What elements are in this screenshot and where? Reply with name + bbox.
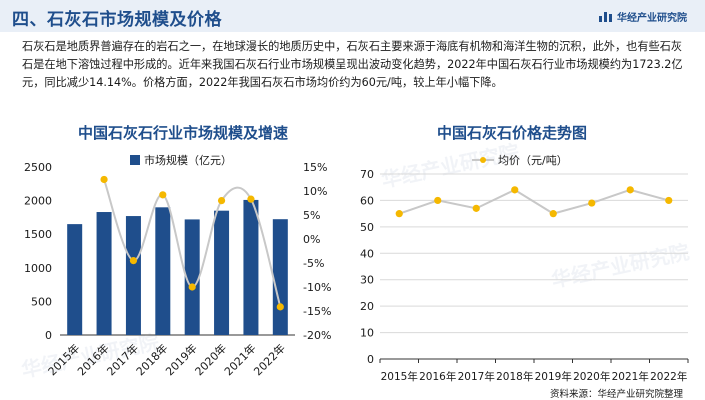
- y2-tick-label: -10%: [303, 281, 331, 294]
- price-point: [665, 196, 673, 205]
- y-tick-label: 40: [360, 247, 374, 260]
- chart1-legend-label: 市场规模（亿元）: [144, 154, 232, 167]
- bar: [184, 219, 200, 335]
- y-tick-label: 50: [360, 221, 374, 234]
- x-tick-label: 2020年: [192, 341, 229, 378]
- growth-point: [188, 283, 196, 291]
- chart2-title: 中国石灰石价格走势图: [437, 124, 588, 142]
- brand: 华经产业研究院: [599, 9, 687, 24]
- bar: [155, 207, 171, 335]
- x-tick-label: 2017年: [458, 370, 495, 383]
- price-line: [398, 188, 670, 215]
- chart1-legend: 市场规模（亿元）: [130, 152, 232, 168]
- x-tick-label: 2019年: [535, 370, 572, 383]
- y2-tick-label: -20%: [303, 329, 331, 342]
- chart1-svg: 0 500 1000 1500 2000 2500 -20% -15% -10% -5% 0% 5% 1…: [24, 161, 331, 378]
- price-point: [395, 210, 403, 218]
- bar: [214, 210, 230, 335]
- y2-tick-label: -5%: [303, 257, 324, 270]
- x-tick-label: 2018年: [133, 341, 170, 378]
- x-tick-label: 2015年: [381, 370, 418, 383]
- bar: [67, 224, 83, 335]
- bar: [125, 216, 141, 335]
- price-point: [588, 199, 596, 207]
- y-tick-label: 60: [360, 194, 374, 207]
- x-tick-label: 2022年: [251, 341, 288, 378]
- y-tick-label: 2500: [24, 161, 52, 174]
- growth-point: [129, 257, 138, 265]
- brand-name: 华经产业研究院: [617, 13, 687, 24]
- legend-bar-swatch: [130, 155, 140, 165]
- page-title: 四、石灰石市场规模及价格: [12, 10, 222, 30]
- x-tick-label: 2019年: [162, 341, 199, 378]
- y2-tick-label: 0%: [303, 233, 320, 246]
- x-tick-label: 2016年: [74, 341, 111, 378]
- y2-tick-label: 10%: [303, 185, 327, 198]
- y2-tick-label: 5%: [303, 209, 320, 222]
- y2-tick-label: 15%: [303, 161, 327, 174]
- y-tick-label: 1500: [24, 228, 52, 241]
- growth-point: [247, 195, 255, 203]
- intro-paragraph: 石灰石是地质界普遍存在的岩石之一，在地球漫长的地质历史中，石灰石主要来源于海底有…: [22, 40, 683, 89]
- chart2-legend: 均价（元/吨）: [472, 152, 568, 168]
- growth-point: [159, 191, 167, 199]
- brand-logo-icon: [599, 11, 612, 22]
- y-tick-label: 10: [360, 327, 374, 340]
- y-tick-label: 500: [31, 295, 52, 308]
- y-tick-label: 1000: [24, 262, 52, 275]
- y2-tick-label: -15%: [303, 305, 331, 318]
- growth-point: [100, 175, 108, 184]
- chart2-legend-label: 均价（元/吨）: [498, 154, 568, 167]
- x-tick-label: 2016年: [419, 370, 456, 383]
- x-tick-label: 2015年: [45, 341, 82, 378]
- bar: [243, 199, 259, 335]
- price-point: [511, 186, 519, 194]
- growth-point: [217, 197, 226, 205]
- x-tick-label: 2018年: [496, 370, 533, 383]
- legend-line-swatch: [472, 155, 494, 165]
- price-point: [626, 186, 634, 194]
- growth-point: [276, 303, 284, 311]
- x-tick-label: 2022年: [650, 370, 687, 383]
- price-point: [434, 196, 442, 205]
- y-tick-label: 2000: [24, 195, 52, 208]
- bar: [96, 212, 112, 335]
- y-tick-label: 70: [360, 168, 374, 181]
- x-tick-label: 2017年: [104, 341, 141, 378]
- price-point: [549, 210, 557, 218]
- x-tick-label: 2021年: [612, 370, 649, 383]
- price-point: [472, 204, 480, 212]
- x-tick-label: 2020年: [573, 370, 610, 383]
- x-tick-label: 2021年: [221, 341, 258, 378]
- chart2-svg: 0 10 20 30 40 50 60 70 2015年 2016年 2017年 2018年 2019年…: [360, 168, 689, 383]
- y-tick-label: 20: [360, 300, 374, 313]
- y-tick-label: 30: [360, 274, 374, 287]
- y-tick-label: 0: [45, 329, 52, 342]
- source-note: 资料来源：华经产业研究院整理: [549, 389, 683, 400]
- y-tick-label: 0: [367, 353, 374, 366]
- chart1-title: 中国石灰石行业市场规模及增速: [78, 124, 289, 142]
- bar: [272, 219, 288, 335]
- header-bar: 四、石灰石市场规模及价格 华经产业研究院: [0, 0, 705, 32]
